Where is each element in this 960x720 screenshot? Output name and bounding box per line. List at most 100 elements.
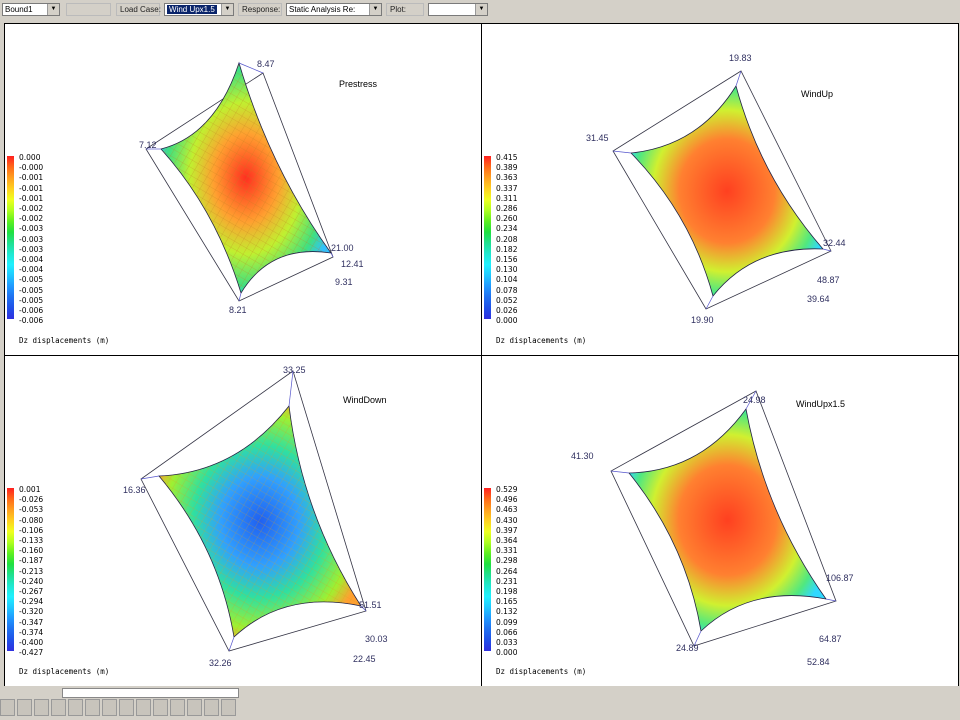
mast-line <box>228 636 235 652</box>
legend-color-bar <box>484 156 491 319</box>
response-label: Response: <box>238 3 282 16</box>
mast-line <box>612 150 632 154</box>
legend-color-bar <box>7 156 14 319</box>
legend-caption: Dz displacements (m) <box>496 667 587 676</box>
reaction-label: 21.00 <box>331 243 354 253</box>
legend-value: 0.000 <box>496 316 518 326</box>
legend-value: 0.001 <box>19 485 41 494</box>
response-select[interactable]: Static Analysis Re: ▼ <box>286 3 382 16</box>
axis-icon[interactable] <box>102 699 117 716</box>
legend-value: 0.052 <box>496 295 518 305</box>
legend-value: 0.331 <box>496 546 518 556</box>
reaction-label: 24.89 <box>676 643 699 653</box>
membrane-plot[interactable]: 33.25 16.36 32.26 51.51 30.03 22.45 <box>5 356 481 686</box>
mesh-lines <box>161 63 331 293</box>
reaction-label: 8.47 <box>257 59 275 69</box>
legend-value: 0.298 <box>496 556 518 566</box>
plane-icon[interactable] <box>119 699 134 716</box>
membrane-plot[interactable]: 24.98 41.30 24.89 106.87 64.87 52.84 <box>482 356 958 686</box>
mast-line <box>825 598 837 602</box>
legend-value: 0.078 <box>496 285 518 295</box>
membrane-plot[interactable]: 8.47 7.12 8.21 21.00 12.41 9.31 <box>5 24 481 354</box>
legend-value: -0.160 <box>19 546 44 556</box>
legend-value: 0.000 <box>496 648 518 658</box>
mast-line <box>705 295 714 310</box>
reaction-label: 9.31 <box>335 277 353 287</box>
legend-value: -0.003 <box>19 234 44 244</box>
legend-value: -0.006 <box>19 306 44 316</box>
plot-select[interactable]: ▼ <box>428 3 488 16</box>
mast-line <box>360 605 367 612</box>
horizontal-scrollbar[interactable] <box>62 688 239 698</box>
mast-line <box>330 252 334 258</box>
chevron-down-icon[interactable]: ▼ <box>47 4 59 15</box>
legend-value: 0.033 <box>496 638 518 648</box>
membrane-surface <box>630 85 824 297</box>
viewport-windup[interactable]: 19.83 31.45 19.90 32.44 48.87 39.64 WindUp 0.41… <box>481 23 959 356</box>
reaction-label: 7.12 <box>139 140 157 150</box>
blank-field <box>66 3 111 16</box>
legend-value: 0.529 <box>496 485 518 494</box>
print-icon[interactable] <box>17 699 32 716</box>
load-case-title: WindDown <box>343 395 387 405</box>
mast-line <box>822 248 832 252</box>
x-axis-icon[interactable] <box>170 699 185 716</box>
reaction-label: 19.83 <box>729 53 752 63</box>
mast-line <box>745 390 757 410</box>
legend-value: -0.006 <box>19 316 44 326</box>
load-case-title: WindUpx1.5 <box>796 399 846 409</box>
membrane-surface <box>628 408 827 632</box>
mast-line <box>238 62 264 74</box>
shaded-plane-icon[interactable] <box>136 699 151 716</box>
bound-select[interactable]: Bound1 ▼ <box>2 3 60 16</box>
load-case-title: WindUp <box>801 89 834 99</box>
mast-line <box>288 370 294 407</box>
surface-icon[interactable] <box>85 699 100 716</box>
mast-line <box>735 70 742 87</box>
legend-value: -0.005 <box>19 295 44 305</box>
reaction-label: 41.30 <box>571 451 594 461</box>
rotate-icon[interactable] <box>51 699 66 716</box>
legend-value: -0.320 <box>19 607 44 617</box>
legend-value: 0.182 <box>496 244 518 254</box>
load-case-select[interactable]: Wind Upx1.5 ▼ <box>164 3 234 16</box>
mesh-lines <box>159 406 361 637</box>
chevron-down-icon[interactable]: ▼ <box>369 4 381 15</box>
viewport-winddown[interactable]: 33.25 16.36 32.26 51.51 30.03 22.45 WindDown 0.… <box>4 355 482 687</box>
load-case-title: Prestress <box>339 79 378 89</box>
legend-value: -0.003 <box>19 224 44 234</box>
legend-value: 0.165 <box>496 597 518 607</box>
legend-value: 0.415 <box>496 153 518 162</box>
legend-value: -0.026 <box>19 495 44 505</box>
viewport-prestress[interactable]: 8.47 7.12 8.21 21.00 12.41 9.31 Prestress 0.000… <box>4 23 482 356</box>
reaction-label: 39.64 <box>807 294 830 304</box>
legend-value: 0.363 <box>496 173 518 183</box>
legend-value: -0.240 <box>19 576 44 586</box>
legend-value: -0.002 <box>19 204 44 214</box>
chevron-down-icon[interactable]: ▼ <box>475 4 487 15</box>
reaction-label: 24.98 <box>743 395 766 405</box>
y-axis-icon[interactable] <box>187 699 202 716</box>
legend-value: 0.430 <box>496 515 518 525</box>
render-icon[interactable] <box>0 699 15 716</box>
reaction-label: 106.87 <box>826 573 854 583</box>
mast-line <box>140 475 160 480</box>
legend-value: 0.234 <box>496 224 518 234</box>
legend-value: 0.264 <box>496 566 518 576</box>
iso-view-icon[interactable] <box>221 699 236 716</box>
legend-value: -0.267 <box>19 587 44 597</box>
legend-color-bar <box>484 488 491 651</box>
membrane-plot[interactable]: 19.83 31.45 19.90 32.44 48.87 39.64 <box>482 24 958 354</box>
legend-value: -0.004 <box>19 265 44 275</box>
legend-value: 0.496 <box>496 495 518 505</box>
legend-value: 0.099 <box>496 617 518 627</box>
z-axis-icon[interactable] <box>204 699 219 716</box>
legend-value: -0.005 <box>19 285 44 295</box>
mast-line <box>238 292 242 302</box>
sphere-icon[interactable] <box>34 699 49 716</box>
viewport-windupx15[interactable]: 24.98 41.30 24.89 106.87 64.87 52.84 WindUpx1.… <box>481 355 959 687</box>
reaction-label: 52.84 <box>807 657 830 667</box>
chevron-down-icon[interactable]: ▼ <box>221 4 233 15</box>
node-icon[interactable] <box>68 699 83 716</box>
axis-xy-icon[interactable] <box>153 699 168 716</box>
